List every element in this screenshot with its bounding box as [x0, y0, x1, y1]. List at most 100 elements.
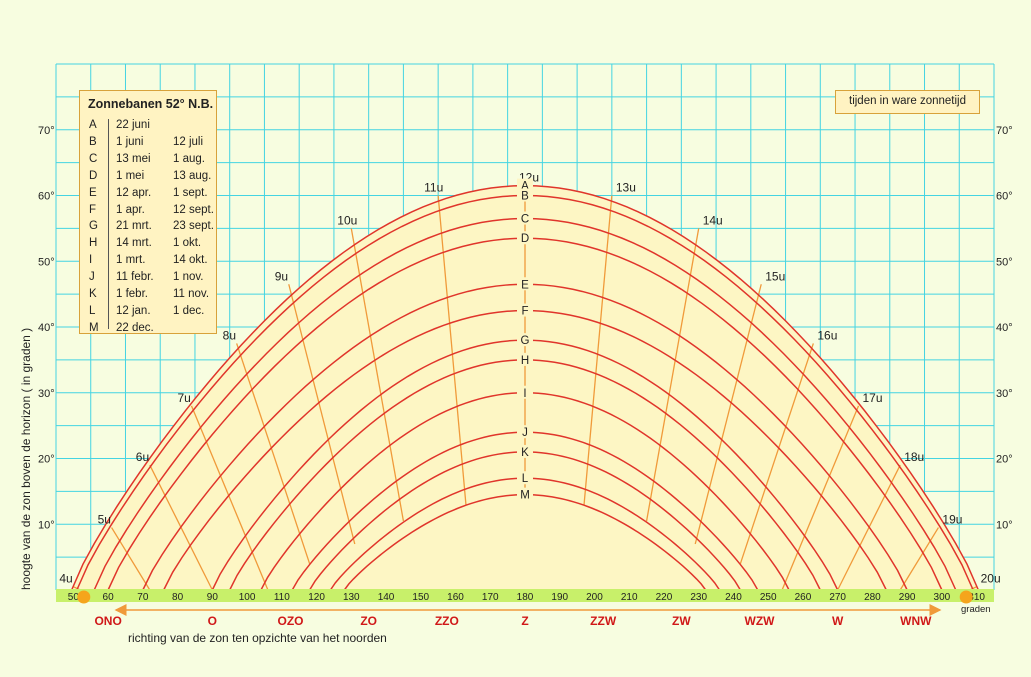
y-tick-label-right: 50°: [996, 256, 1013, 268]
curve-label: I: [523, 388, 526, 400]
legend-date-1: 22 juni: [116, 119, 150, 131]
y-tick-label-left: 50°: [38, 256, 55, 268]
legend-date-1: 14 mrt.: [116, 237, 152, 250]
legend-date-2: 12 sept.: [173, 203, 214, 216]
legend-date-1: 12 apr.: [116, 186, 152, 199]
y-tick-label-right: 20°: [996, 454, 1013, 466]
curve-label-bg: [517, 277, 533, 291]
x-tick-label: 150: [412, 592, 429, 603]
hour-line: [583, 195, 613, 505]
legend-row: E 12 apr. 1 sept.: [80, 187, 218, 203]
legend-date-2: 1 dec.: [173, 304, 205, 317]
curve-label: E: [521, 279, 529, 291]
hour-label: 17u: [863, 391, 883, 405]
y-tick-label-right: 10°: [996, 519, 1013, 531]
compass-label: W: [832, 614, 844, 628]
y-tick-label-right: 30°: [996, 388, 1013, 400]
legend-date-1: 21 mrt.: [116, 220, 152, 233]
curve-label-bg: [517, 231, 533, 245]
curve-label: F: [521, 306, 528, 318]
y-tick-label-left: 10°: [38, 519, 55, 531]
y-tick-label-right: 60°: [996, 191, 1013, 203]
axis-band: [56, 589, 994, 602]
legend-date-2: 14 okt.: [173, 254, 208, 267]
hour-label: 6u: [136, 450, 149, 464]
compass-label: ZZO: [435, 614, 459, 628]
legend-row: A 22 juni: [80, 119, 218, 135]
legend-key: J: [89, 271, 95, 284]
curve-label-bg: [517, 333, 533, 347]
legend-key: C: [89, 152, 98, 165]
legend-date-1: 11 febr.: [116, 271, 154, 284]
compass-label: WZW: [745, 614, 776, 628]
hour-label: 13u: [616, 181, 636, 195]
legend-row: B 1 juni 12 juli: [80, 136, 218, 152]
legend-box: Zonnebanen 52° N.B. A 22 juni B 1 juni 12 ju…: [79, 90, 217, 334]
x-tick-label: 70: [137, 592, 149, 603]
x-tick-label: 110: [274, 592, 290, 603]
legend-row: C 13 mei 1 aug.: [80, 153, 218, 169]
curve-label: M: [520, 490, 530, 502]
x-tick-label: 210: [621, 592, 638, 603]
hour-label: 15u: [765, 269, 785, 283]
hour-label: 14u: [703, 213, 723, 227]
x-tick-label: 270: [829, 592, 846, 603]
compass-label: ZW: [672, 614, 691, 628]
legend-row: H 14 mrt. 1 okt.: [80, 237, 218, 253]
curve-label: D: [521, 233, 529, 245]
compass-label: O: [208, 614, 217, 628]
compass-label: WNW: [900, 614, 932, 628]
y-tick-label-left: 60°: [38, 191, 55, 203]
x-tick-label: 300: [934, 592, 951, 603]
hour-line: [350, 228, 405, 522]
x-tick-label: 250: [760, 592, 777, 603]
hour-label: 8u: [223, 328, 236, 342]
compass-label: ZZW: [590, 614, 617, 628]
legend-date-2: 1 aug.: [173, 152, 205, 165]
hour-line: [111, 527, 151, 591]
legend-row: J 11 febr. 1 nov.: [80, 271, 218, 287]
x-tick-label: 140: [378, 592, 395, 603]
y-tick-label-right: 40°: [996, 322, 1013, 334]
y-axis-label: hoogte van de zon boven de horizon ( in …: [19, 327, 33, 590]
x-tick-label: 90: [207, 592, 219, 603]
curve-label-bg: [517, 444, 533, 458]
sun-marker: [959, 590, 973, 604]
legend-date-2: 1 sept.: [173, 186, 208, 199]
curve-label: B: [521, 191, 529, 203]
hour-line: [288, 284, 356, 545]
legend-row: M 22 dec.: [80, 322, 218, 338]
x-tick-label: 290: [899, 592, 916, 603]
legend-row: I 1 mrt. 14 okt.: [80, 254, 218, 270]
legend-key: B: [89, 135, 97, 148]
y-tick-label-left: 40°: [38, 322, 55, 334]
hour-label: 5u: [98, 513, 111, 527]
x-tick-label: 160: [447, 592, 464, 603]
legend-key: M: [89, 321, 99, 334]
hour-line: [645, 228, 700, 522]
curve-label: K: [521, 447, 529, 459]
legend-row: D 1 mei 13 aug.: [80, 170, 218, 186]
curve-label-bg: [517, 352, 533, 366]
hour-label: 11u: [424, 181, 443, 195]
legend-date-2: 12 juli: [173, 135, 204, 148]
curve-label-bg: [517, 211, 533, 225]
y-tick-label-left: 30°: [38, 388, 55, 400]
curve-label: H: [521, 355, 529, 367]
hour-line: [694, 284, 762, 545]
hour-line: [899, 527, 939, 591]
legend-date-1: 12 jan.: [116, 304, 151, 317]
curve-label-bg: [517, 385, 533, 399]
compass-label: ONO: [94, 614, 121, 628]
curve-label-bg: [517, 471, 533, 485]
legend-date-1: 1 apr.: [116, 203, 145, 216]
x-tick-label: 230: [690, 592, 707, 603]
x-axis-label: richting van de zon ten opzichte van het…: [128, 631, 387, 645]
legend-key: A: [89, 119, 97, 131]
x-tick-label: 170: [482, 592, 499, 603]
legend-key: L: [89, 304, 96, 317]
legend-key: E: [89, 186, 97, 199]
legend-row: K 1 febr. 11 nov.: [80, 288, 218, 304]
legend-date-2: 11 nov.: [173, 288, 210, 300]
